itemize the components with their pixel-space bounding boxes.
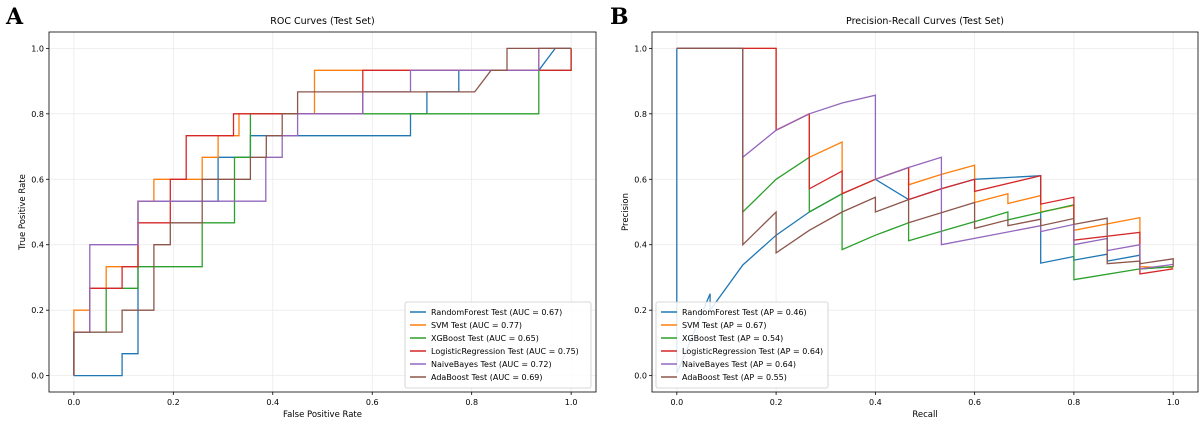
x-tick-label: 0.4 (266, 398, 279, 407)
series-line-1 (676, 47, 1174, 269)
x-tick-label: 0.6 (366, 398, 379, 407)
x-tick-label: 0.6 (968, 398, 981, 407)
series-line-2 (73, 48, 572, 376)
legend-box (655, 301, 829, 389)
y-tick-label: 1.0 (31, 44, 44, 53)
legend-entry: AdaBoost Test (AUC = 0.69) (431, 373, 543, 382)
x-axis-label: False Positive Rate (283, 410, 362, 420)
x-tick-label: 1.0 (1167, 398, 1180, 407)
y-tick-label: 0.4 (634, 241, 647, 250)
series-line-5 (676, 47, 1174, 267)
y-tick-label: 0.0 (31, 372, 44, 381)
x-tick-label: 0.0 (670, 398, 683, 407)
legend-entry: NaiveBayes Test (AUC = 0.72) (431, 360, 552, 369)
x-tick-label: 0.2 (770, 398, 783, 407)
legend: RandomForest Test (AP = 0.46) SVM Test (A… (655, 301, 829, 389)
y-tick-label: 0.2 (31, 306, 44, 315)
legend-entry: RandomForest Test (AP = 0.46) (682, 308, 807, 317)
y-axis-label: Precision (621, 193, 631, 231)
y-tick-label: 0.4 (31, 241, 44, 250)
y-tick-label: 0.6 (31, 175, 44, 184)
legend-entry: SVM Test (AUC = 0.77) (431, 321, 522, 330)
x-tick-label: 0.8 (1068, 398, 1081, 407)
series-line-5 (73, 47, 572, 376)
legend-entry: SVM Test (AP = 0.67) (682, 321, 766, 330)
legend: RandomForest Test (AUC = 0.67) SVM Test (… (404, 301, 592, 389)
axes-frame (48, 31, 597, 393)
legend-entry: LogisticRegression Test (AP = 0.64) (682, 347, 823, 356)
chart-title: Precision-Recall Curves (Test Set) (846, 16, 1004, 27)
legend-entry: AdaBoost Test (AP = 0.55) (682, 373, 787, 382)
x-tick-label: 0.2 (167, 398, 180, 407)
panel-letter-b: B (610, 4, 629, 30)
legend-entry: RandomForest Test (AUC = 0.67) (431, 308, 562, 317)
y-tick-label: 0.8 (634, 110, 647, 119)
legend-entry: NaiveBayes Test (AP = 0.64) (682, 360, 796, 369)
x-tick-label: 0.8 (465, 398, 478, 407)
y-axis-label: True Positive Rate (18, 174, 28, 251)
axes-frame (651, 31, 1199, 393)
y-tick-label: 0.0 (634, 372, 647, 381)
legend-entry: XGBoost Test (AP = 0.54) (682, 334, 783, 343)
y-tick-label: 0.6 (634, 175, 647, 184)
y-tick-label: 1.0 (634, 44, 647, 53)
legend-entry: XGBoost Test (AUC = 0.65) (431, 334, 539, 343)
x-tick-label: 0.0 (67, 398, 80, 407)
pr-chart: 0.0 0.2 0.4 0.6 0.8 1.0 0.0 0.2 0.4 0.6 0.8 1.0 Prec… (621, 16, 1199, 420)
x-tick-label: 0.4 (869, 398, 882, 407)
legend-box (404, 301, 592, 389)
panel-letter-a: A (5, 4, 24, 30)
roc-chart: 0.0 0.2 0.4 0.6 0.8 1.0 0.0 0.2 0.4 0.6 0.8 1.0 ROC … (18, 16, 597, 420)
y-tick-label: 0.8 (31, 110, 44, 119)
x-tick-label: 1.0 (565, 398, 578, 407)
x-axis-label: Recall (912, 410, 937, 420)
legend-entry: LogisticRegression Test (AUC = 0.75) (431, 347, 579, 356)
y-tick-label: 0.2 (634, 306, 647, 315)
chart-title: ROC Curves (Test Set) (270, 16, 374, 27)
